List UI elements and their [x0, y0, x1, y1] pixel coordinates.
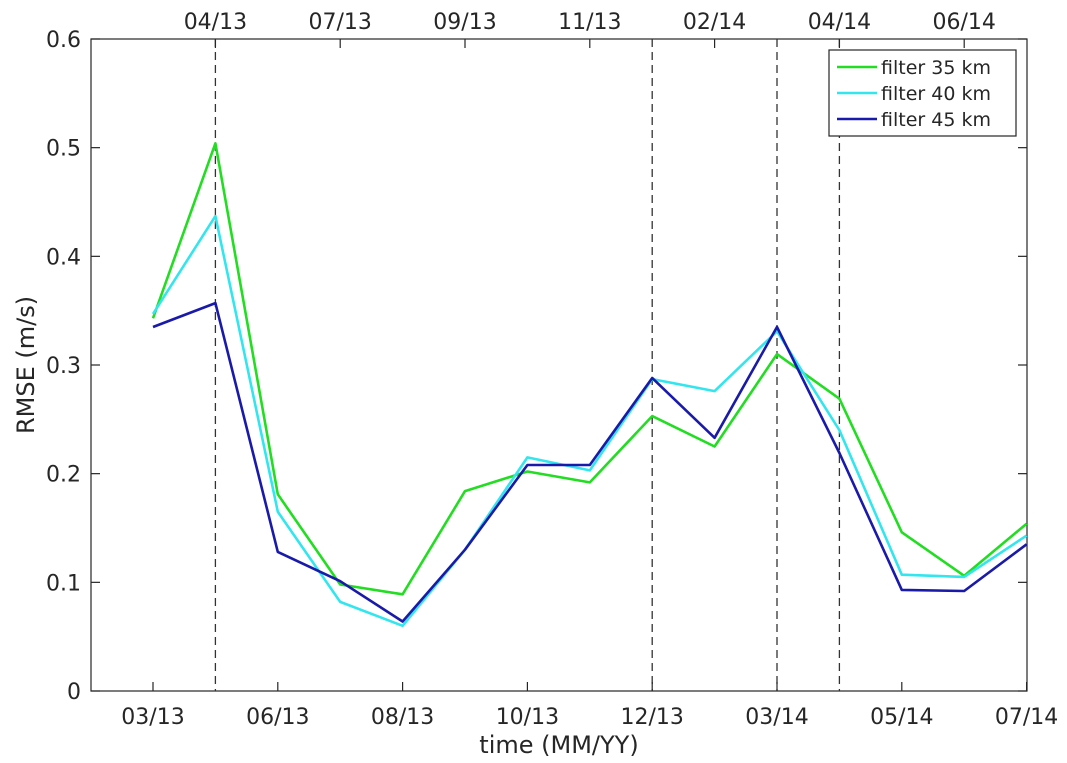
x-tick-label-top: 02/14 [683, 10, 746, 35]
x-tick-label-top: 09/13 [433, 10, 496, 35]
series-line-1 [151, 142, 1028, 596]
y-tick-label: 0.2 [46, 463, 81, 488]
series-line-3 [152, 301, 1028, 623]
y-tick-label: 0.1 [46, 571, 81, 596]
x-axis-title: time (MM/YY) [479, 731, 638, 759]
y-tick-label: 0.4 [46, 245, 81, 270]
legend-label: filter 40 km [881, 83, 991, 105]
x-tick-label-top: 11/13 [558, 10, 621, 35]
x-tick-label-bottom: 03/14 [745, 705, 808, 730]
y-tick-label: 0 [67, 680, 81, 705]
x-tick-label-bottom: 05/14 [870, 705, 933, 730]
legend-label: filter 35 km [881, 57, 991, 79]
y-tick-label: 0.5 [46, 137, 81, 162]
axis-ticks: 0 0.1 0.2 0.3 0.4 0.5 0.6 03/13 06/13 08/13 10/13 1… [46, 10, 1058, 730]
legend-label: filter 45 km [881, 109, 991, 131]
x-tick-label-bottom: 06/13 [246, 705, 309, 730]
x-tick-label-top: 06/14 [932, 10, 995, 35]
x-tick-label-bottom: 03/13 [121, 705, 184, 730]
legend: filter 35 km filter 40 km filter 45 km [828, 49, 1017, 137]
series-line-2 [151, 214, 1028, 628]
x-tick-label-top: 07/13 [308, 10, 371, 35]
x-tick-label-top: 04/14 [808, 10, 871, 35]
x-tick-label-bottom: 07/14 [995, 705, 1058, 730]
y-tick-label: 0.6 [46, 28, 81, 53]
x-tick-label-bottom: 08/13 [371, 705, 434, 730]
series-lines [151, 142, 1028, 628]
x-tick-label-top: 04/13 [184, 10, 247, 35]
x-tick-label-bottom: 12/13 [620, 705, 683, 730]
y-axis-title: RMSE (m/s) [12, 296, 40, 434]
x-tick-label-bottom: 10/13 [496, 705, 559, 730]
y-tick-label: 0.3 [46, 354, 81, 379]
